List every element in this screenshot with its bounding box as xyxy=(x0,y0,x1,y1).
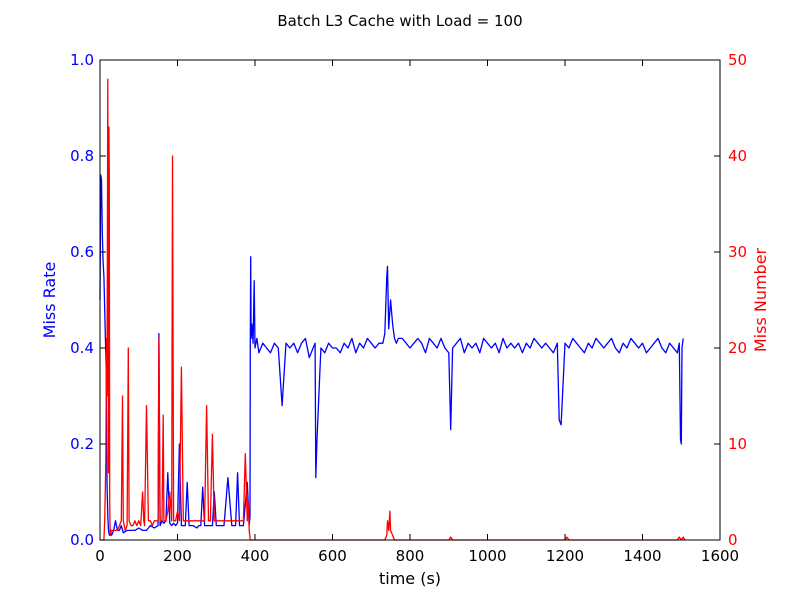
left-tick-label: 0.0 xyxy=(70,531,94,549)
right-axis-title: Miss Number xyxy=(751,247,770,352)
left-axis-title: Miss Rate xyxy=(40,262,59,339)
plot-area xyxy=(99,78,686,541)
left-tick-label: 0.2 xyxy=(70,435,94,453)
x-tick-label: 1000 xyxy=(468,547,506,565)
x-tick-label: 1400 xyxy=(623,547,661,565)
right-tick-label: 0 xyxy=(728,531,738,549)
x-tick-label: 0 xyxy=(95,547,105,565)
chart-title: Batch L3 Cache with Load = 100 xyxy=(277,12,522,30)
right-tick-label: 50 xyxy=(728,51,747,69)
x-tick-label: 800 xyxy=(396,547,425,565)
right-tick-label: 20 xyxy=(728,339,747,357)
x-tick-label: 200 xyxy=(163,547,192,565)
right-tick-label: 10 xyxy=(728,435,747,453)
x-tick-label: 1200 xyxy=(546,547,584,565)
axes: 0 200 400 600 800 1000 1200 1400 16000.00.20.40.… xyxy=(70,51,747,565)
series-line-miss-rate xyxy=(99,174,684,536)
x-tick-label: 600 xyxy=(318,547,347,565)
left-tick-label: 0.6 xyxy=(70,243,94,261)
left-tick-label: 0.8 xyxy=(70,147,94,165)
x-tick-label: 400 xyxy=(241,547,270,565)
series-line-miss-number xyxy=(100,78,686,541)
x-tick-label: 1600 xyxy=(701,547,739,565)
x-axis-title: time (s) xyxy=(379,569,441,588)
right-tick-label: 30 xyxy=(728,243,747,261)
left-tick-label: 1.0 xyxy=(70,51,94,69)
left-tick-label: 0.4 xyxy=(70,339,94,357)
right-tick-label: 40 xyxy=(728,147,747,165)
